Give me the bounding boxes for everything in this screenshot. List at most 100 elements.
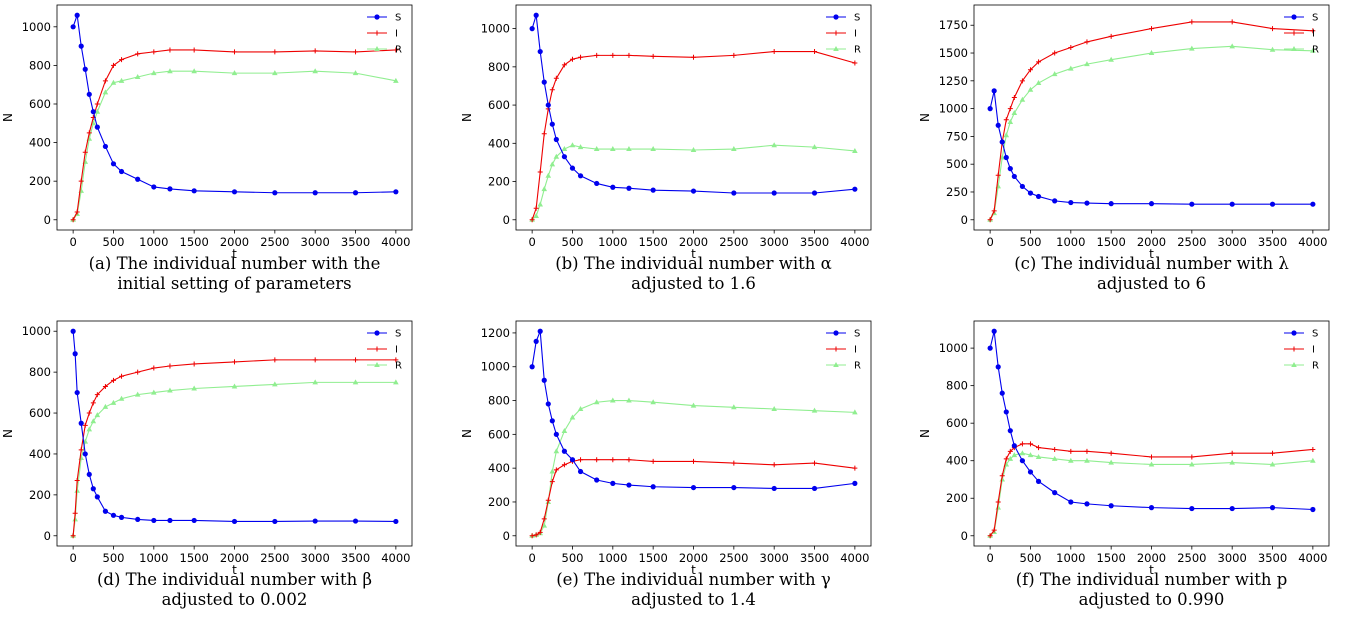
point-d-S-13: [167, 517, 173, 524]
point-f-I-16: [1229, 450, 1235, 456]
x-axis-label-f: t: [1149, 563, 1154, 577]
legend-label-d-R: R: [395, 361, 402, 372]
point-f-S-9: [1035, 478, 1042, 484]
point-a-I-18: [393, 47, 399, 53]
point-c-S-17: [1269, 201, 1276, 207]
x-tick-label-b-6: 3000: [760, 235, 789, 249]
series-e-R: [529, 397, 858, 538]
point-b-I-17: [812, 49, 818, 55]
y-axis-label-c: N: [918, 113, 932, 122]
point-d-I-17: [312, 357, 318, 363]
x-tick-label-f-6: 3000: [1218, 551, 1247, 565]
y-tick-label-e-5: 1000: [481, 360, 510, 374]
x-tick-label-e-6: 3000: [760, 551, 789, 565]
point-d-I-16: [272, 357, 278, 363]
point-b-R-1: [533, 212, 539, 218]
point-b-R-5: [549, 161, 556, 167]
point-d-R-19: [393, 379, 399, 385]
point-a-R-8: [110, 79, 117, 85]
point-b-S-12: [626, 185, 632, 191]
point-a-R-16: [312, 68, 318, 74]
point-e-I-2: [537, 529, 543, 535]
point-a-S-13: [191, 188, 197, 194]
legend-e: SIR: [826, 329, 861, 372]
point-d-S-1: [72, 351, 78, 357]
point-c-I-2: [995, 172, 1001, 178]
point-a-R-13: [191, 68, 197, 74]
x-tick-label-b-3: 1500: [639, 235, 668, 249]
point-b-I-11: [610, 52, 616, 58]
point-a-S-2: [78, 43, 84, 49]
point-a-R-9: [118, 77, 125, 83]
x-tick-label-c-6: 3000: [1218, 235, 1247, 249]
point-f-R-6: [1011, 452, 1018, 458]
y-tick-label-d-0: 0: [44, 529, 51, 543]
point-f-S-16: [1229, 505, 1235, 512]
point-b-R-14: [690, 146, 697, 152]
panel-a: 0 500 1000 1500 2000 2500 3000 3500 4000 0 200 400 6…: [0, 0, 451, 312]
point-f-S-4: [1003, 409, 1009, 415]
y-tick-label-b-1: 200: [488, 175, 510, 189]
legend-a: SIR: [367, 13, 402, 56]
point-e-R-9: [577, 405, 584, 411]
point-d-S-11: [135, 516, 141, 523]
point-d-S-17: [312, 518, 318, 524]
point-a-S-8: [110, 161, 117, 167]
point-f-I-8: [1027, 441, 1033, 447]
point-d-I-0: [70, 533, 76, 539]
series-line-e-R: [532, 399, 855, 537]
point-e-I-3: [541, 516, 547, 522]
panel-c: 0 500 1000 1500 2000 2500 3000 3500 4000 0 250 500 7…: [917, 0, 1353, 312]
point-b-R-2: [537, 201, 544, 207]
series-line-c-S: [989, 90, 1313, 205]
x-tick-label-f-7: 3500: [1258, 551, 1287, 565]
point-a-S-5: [90, 109, 96, 115]
point-d-S-16: [272, 518, 278, 525]
point-f-S-6: [1011, 443, 1017, 449]
point-e-S-6: [553, 431, 559, 437]
caption-f: (f) The individual number with p adjuste…: [987, 570, 1317, 610]
y-tick-label-b-0: 0: [503, 213, 510, 227]
point-b-S-10: [594, 180, 600, 187]
point-f-I-14: [1149, 454, 1154, 460]
point-c-I-5: [1007, 106, 1013, 112]
point-f-I-0: [987, 533, 993, 539]
legend-marker-a-R: [374, 46, 380, 51]
point-f-R-17: [1269, 461, 1276, 467]
caption-d: (d) The individual number with β adjuste…: [70, 570, 400, 610]
x-tick-label-d-5: 2500: [260, 551, 289, 565]
y-tick-label-a-4: 800: [29, 58, 51, 72]
point-c-S-11: [1068, 199, 1074, 206]
y-axis-label-e: N: [460, 429, 474, 438]
legend-label-e-R: R: [854, 361, 861, 372]
point-d-R-3: [78, 455, 85, 461]
legend-marker-e-I: [833, 346, 839, 352]
point-e-I-13: [650, 458, 656, 464]
point-f-R-7: [1019, 450, 1026, 456]
point-d-I-7: [94, 392, 100, 398]
x-tick-label-c-3: 1500: [1097, 235, 1126, 249]
point-e-R-12: [626, 397, 632, 403]
point-b-S-4: [545, 102, 551, 108]
series-line-b-R: [531, 144, 855, 221]
point-d-R-17: [312, 379, 318, 385]
series-a-R: [70, 68, 399, 222]
point-f-S-11: [1068, 499, 1074, 505]
point-d-S-19: [393, 518, 399, 525]
point-b-I-13: [650, 53, 656, 59]
x-tick-label-d-0: 0: [69, 551, 76, 565]
point-c-I-14: [1149, 26, 1154, 32]
point-d-I-19: [393, 357, 399, 363]
legend-marker-b-R: [833, 46, 839, 51]
point-c-R-9: [1035, 80, 1042, 86]
point-f-S-12: [1084, 501, 1090, 507]
point-c-R-11: [1068, 65, 1074, 71]
caption-b: (b) The individual number with α adjuste…: [529, 254, 859, 294]
y-tick-label-e-0: 0: [503, 529, 510, 543]
point-b-I-16: [771, 49, 777, 55]
point-d-S-12: [151, 517, 157, 524]
point-b-R-7: [561, 146, 568, 152]
point-c-I-1: [991, 208, 997, 214]
point-a-S-18: [393, 189, 399, 195]
point-d-I-10: [119, 373, 125, 379]
